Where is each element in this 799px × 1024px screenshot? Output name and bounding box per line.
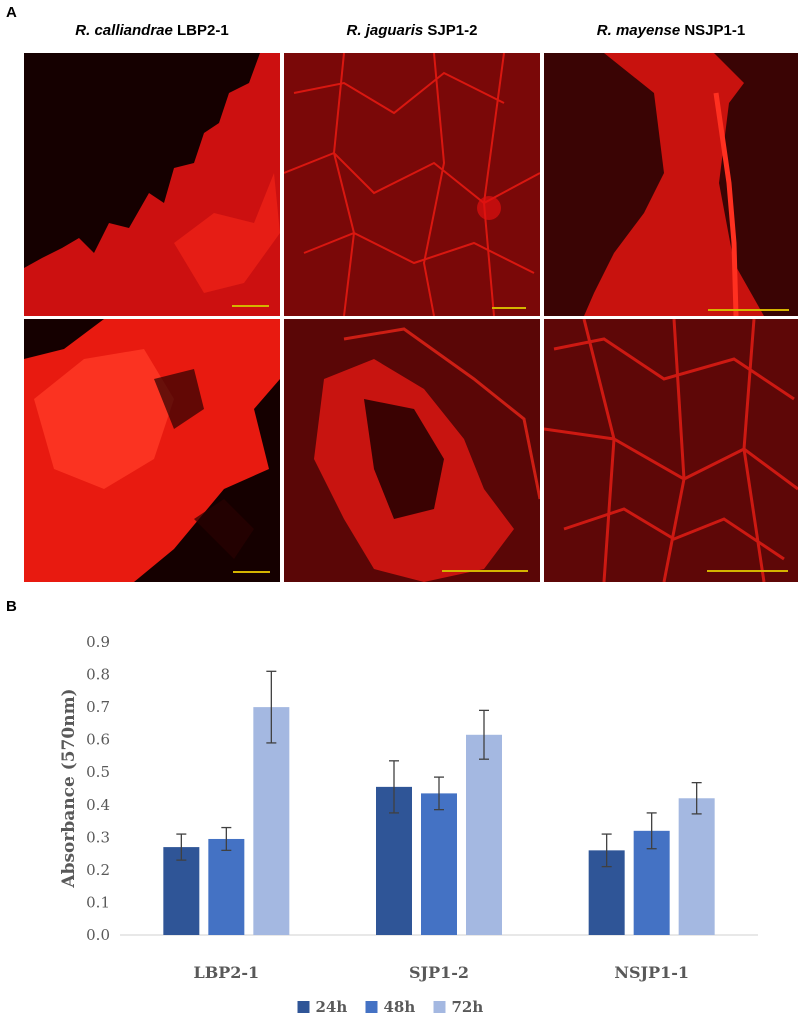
micrograph-lbp2-1-bottom (24, 319, 280, 582)
bar-72h-NSJP1-1 (678, 798, 715, 935)
error-bar-72h-SJP1-2 (479, 709, 489, 760)
error-bar-48h-NSJP1-1 (646, 812, 657, 850)
bar-48h-SJP1-2 (421, 793, 457, 935)
y-tick-label: 0.7 (86, 698, 110, 716)
x-category-label: LBP2-1 (193, 963, 259, 982)
legend-label-48h: 48h (384, 998, 416, 1016)
bar-48h-LBP2-1 (208, 838, 245, 935)
error-bar-48h-SJP1-2 (434, 776, 444, 811)
strain-name: NSJP1-1 (684, 22, 746, 39)
error-bar-24h-NSJP1-1 (601, 833, 612, 868)
error-bar-24h-SJP1-2 (389, 760, 399, 814)
species-name: R. mayense (596, 22, 681, 39)
legend-swatch-72h (433, 1001, 446, 1013)
legend-label-24h: 24h (316, 998, 348, 1016)
y-tick-label: 0.6 (86, 731, 110, 749)
legend-label-72h: 72h (452, 998, 484, 1016)
y-tick-label: 0.2 (86, 861, 110, 879)
y-tick-label: 0.8 (86, 666, 110, 684)
micrograph-nsjp1-1-bottom (544, 319, 798, 582)
y-tick-label: 0.0 (86, 926, 110, 944)
micrograph-sjp1-2-top (284, 53, 540, 316)
column-title-1: R. calliandrae LBP2-1 (24, 22, 280, 39)
y-tick-label: 0.9 (86, 633, 110, 651)
column-title-3: R. mayense NSJP1-1 (544, 22, 798, 39)
strain-name: SJP1-2 (427, 22, 478, 39)
legend-swatch-24h (297, 1001, 310, 1013)
panel-b-label: B (6, 598, 17, 615)
y-axis-label: Absorbance (570nm) (59, 688, 79, 888)
error-bar-24h-LBP2-1 (176, 833, 187, 861)
species-name: R. calliandrae (75, 22, 173, 39)
bar-24h-LBP2-1 (163, 847, 200, 935)
bar-72h-SJP1-2 (466, 734, 502, 935)
strain-name: LBP2-1 (177, 22, 229, 39)
micrograph-sjp1-2-bottom (284, 319, 540, 582)
absorbance-bar-chart: Absorbance (570nm) 0.0 0.1 0.2 0.3 0.4 0.5 0.6… (59, 633, 758, 1016)
error-bar-48h-LBP2-1 (221, 826, 232, 852)
y-tick-label: 0.1 (86, 893, 110, 911)
y-tick-label: 0.5 (86, 763, 110, 781)
species-name: R. jaguaris (346, 22, 424, 39)
x-category-label: SJP1-2 (409, 963, 469, 982)
column-title-2: R. jaguaris SJP1-2 (284, 22, 540, 39)
x-category-label: NSJP1-1 (614, 963, 689, 982)
bar-72h-LBP2-1 (253, 707, 290, 935)
y-tick-label: 0.3 (86, 828, 110, 846)
error-bar-72h-LBP2-1 (266, 670, 277, 744)
panel-a-label: A (6, 4, 17, 21)
legend-swatch-48h (365, 1001, 378, 1013)
y-tick-label: 0.4 (86, 796, 110, 814)
error-bar-72h-NSJP1-1 (691, 781, 702, 815)
micrograph-lbp2-1-top (24, 53, 280, 316)
micrograph-nsjp1-1-top (544, 53, 798, 316)
